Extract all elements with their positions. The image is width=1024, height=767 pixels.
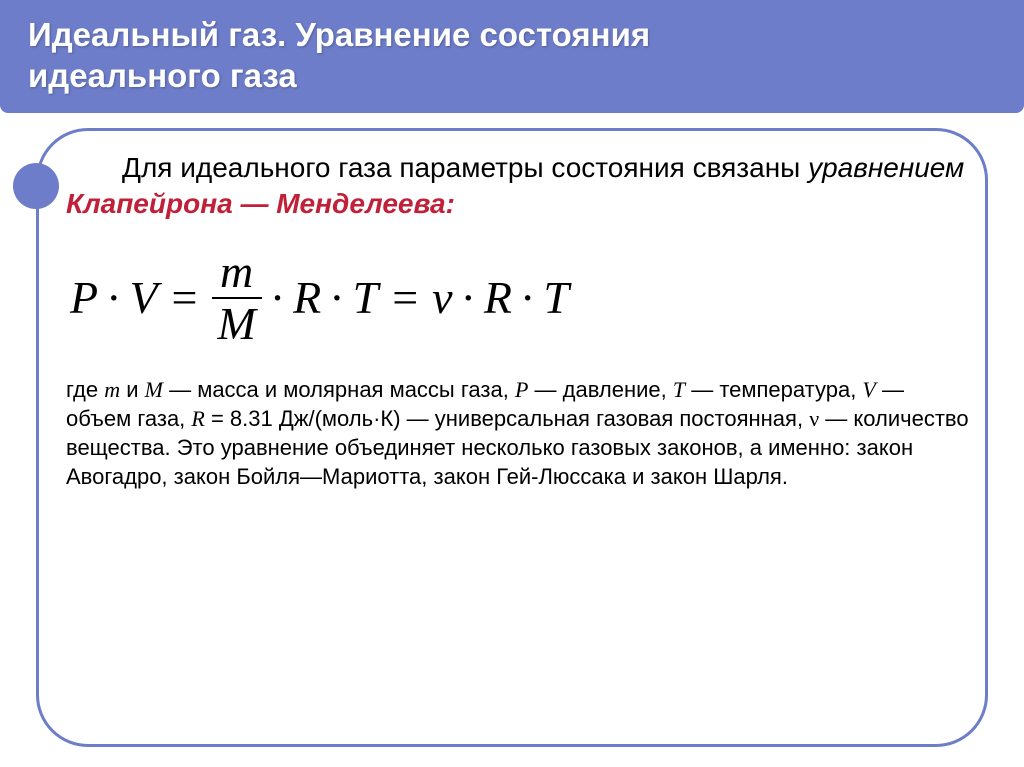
eq-nu: ν bbox=[432, 271, 452, 324]
eq-dot: · bbox=[518, 271, 537, 324]
eq-R: R bbox=[293, 271, 321, 324]
eq-V: V bbox=[129, 271, 157, 324]
eq-denominator: M bbox=[212, 297, 262, 347]
eq-P: P bbox=[70, 271, 98, 324]
eq-dot: · bbox=[268, 271, 287, 324]
slide-header: Идеальный газ. Уравнение состояния идеал… bbox=[0, 0, 1024, 113]
eq-equals: = bbox=[384, 271, 426, 324]
header-line2: идеального газа bbox=[28, 57, 297, 94]
equation: P · V = m M · R · T = ν · R · T bbox=[66, 249, 970, 347]
content-area: Для идеального газа параметры состояния … bbox=[66, 150, 970, 491]
eq-numerator: m bbox=[214, 249, 259, 297]
description-paragraph: где m и M — масса и молярная массы газа,… bbox=[66, 375, 970, 491]
eq-dot: · bbox=[459, 271, 478, 324]
eq-equals: = bbox=[164, 271, 206, 324]
eq-dot: · bbox=[327, 271, 346, 324]
eq-fraction: m M bbox=[212, 249, 262, 347]
intro-keyword: Клапейрона — Менделеева: bbox=[66, 188, 455, 219]
intro-italic: уравнением bbox=[808, 152, 964, 183]
header-line1: Идеальный газ. Уравнение состояния bbox=[28, 16, 650, 53]
eq-dot: · bbox=[104, 271, 123, 324]
intro-paragraph: Для идеального газа параметры состояния … bbox=[66, 150, 970, 223]
eq-R: R bbox=[484, 271, 512, 324]
eq-T: T bbox=[543, 271, 569, 324]
eq-T: T bbox=[353, 271, 379, 324]
intro-text: Для идеального газа параметры состояния … bbox=[122, 152, 808, 183]
